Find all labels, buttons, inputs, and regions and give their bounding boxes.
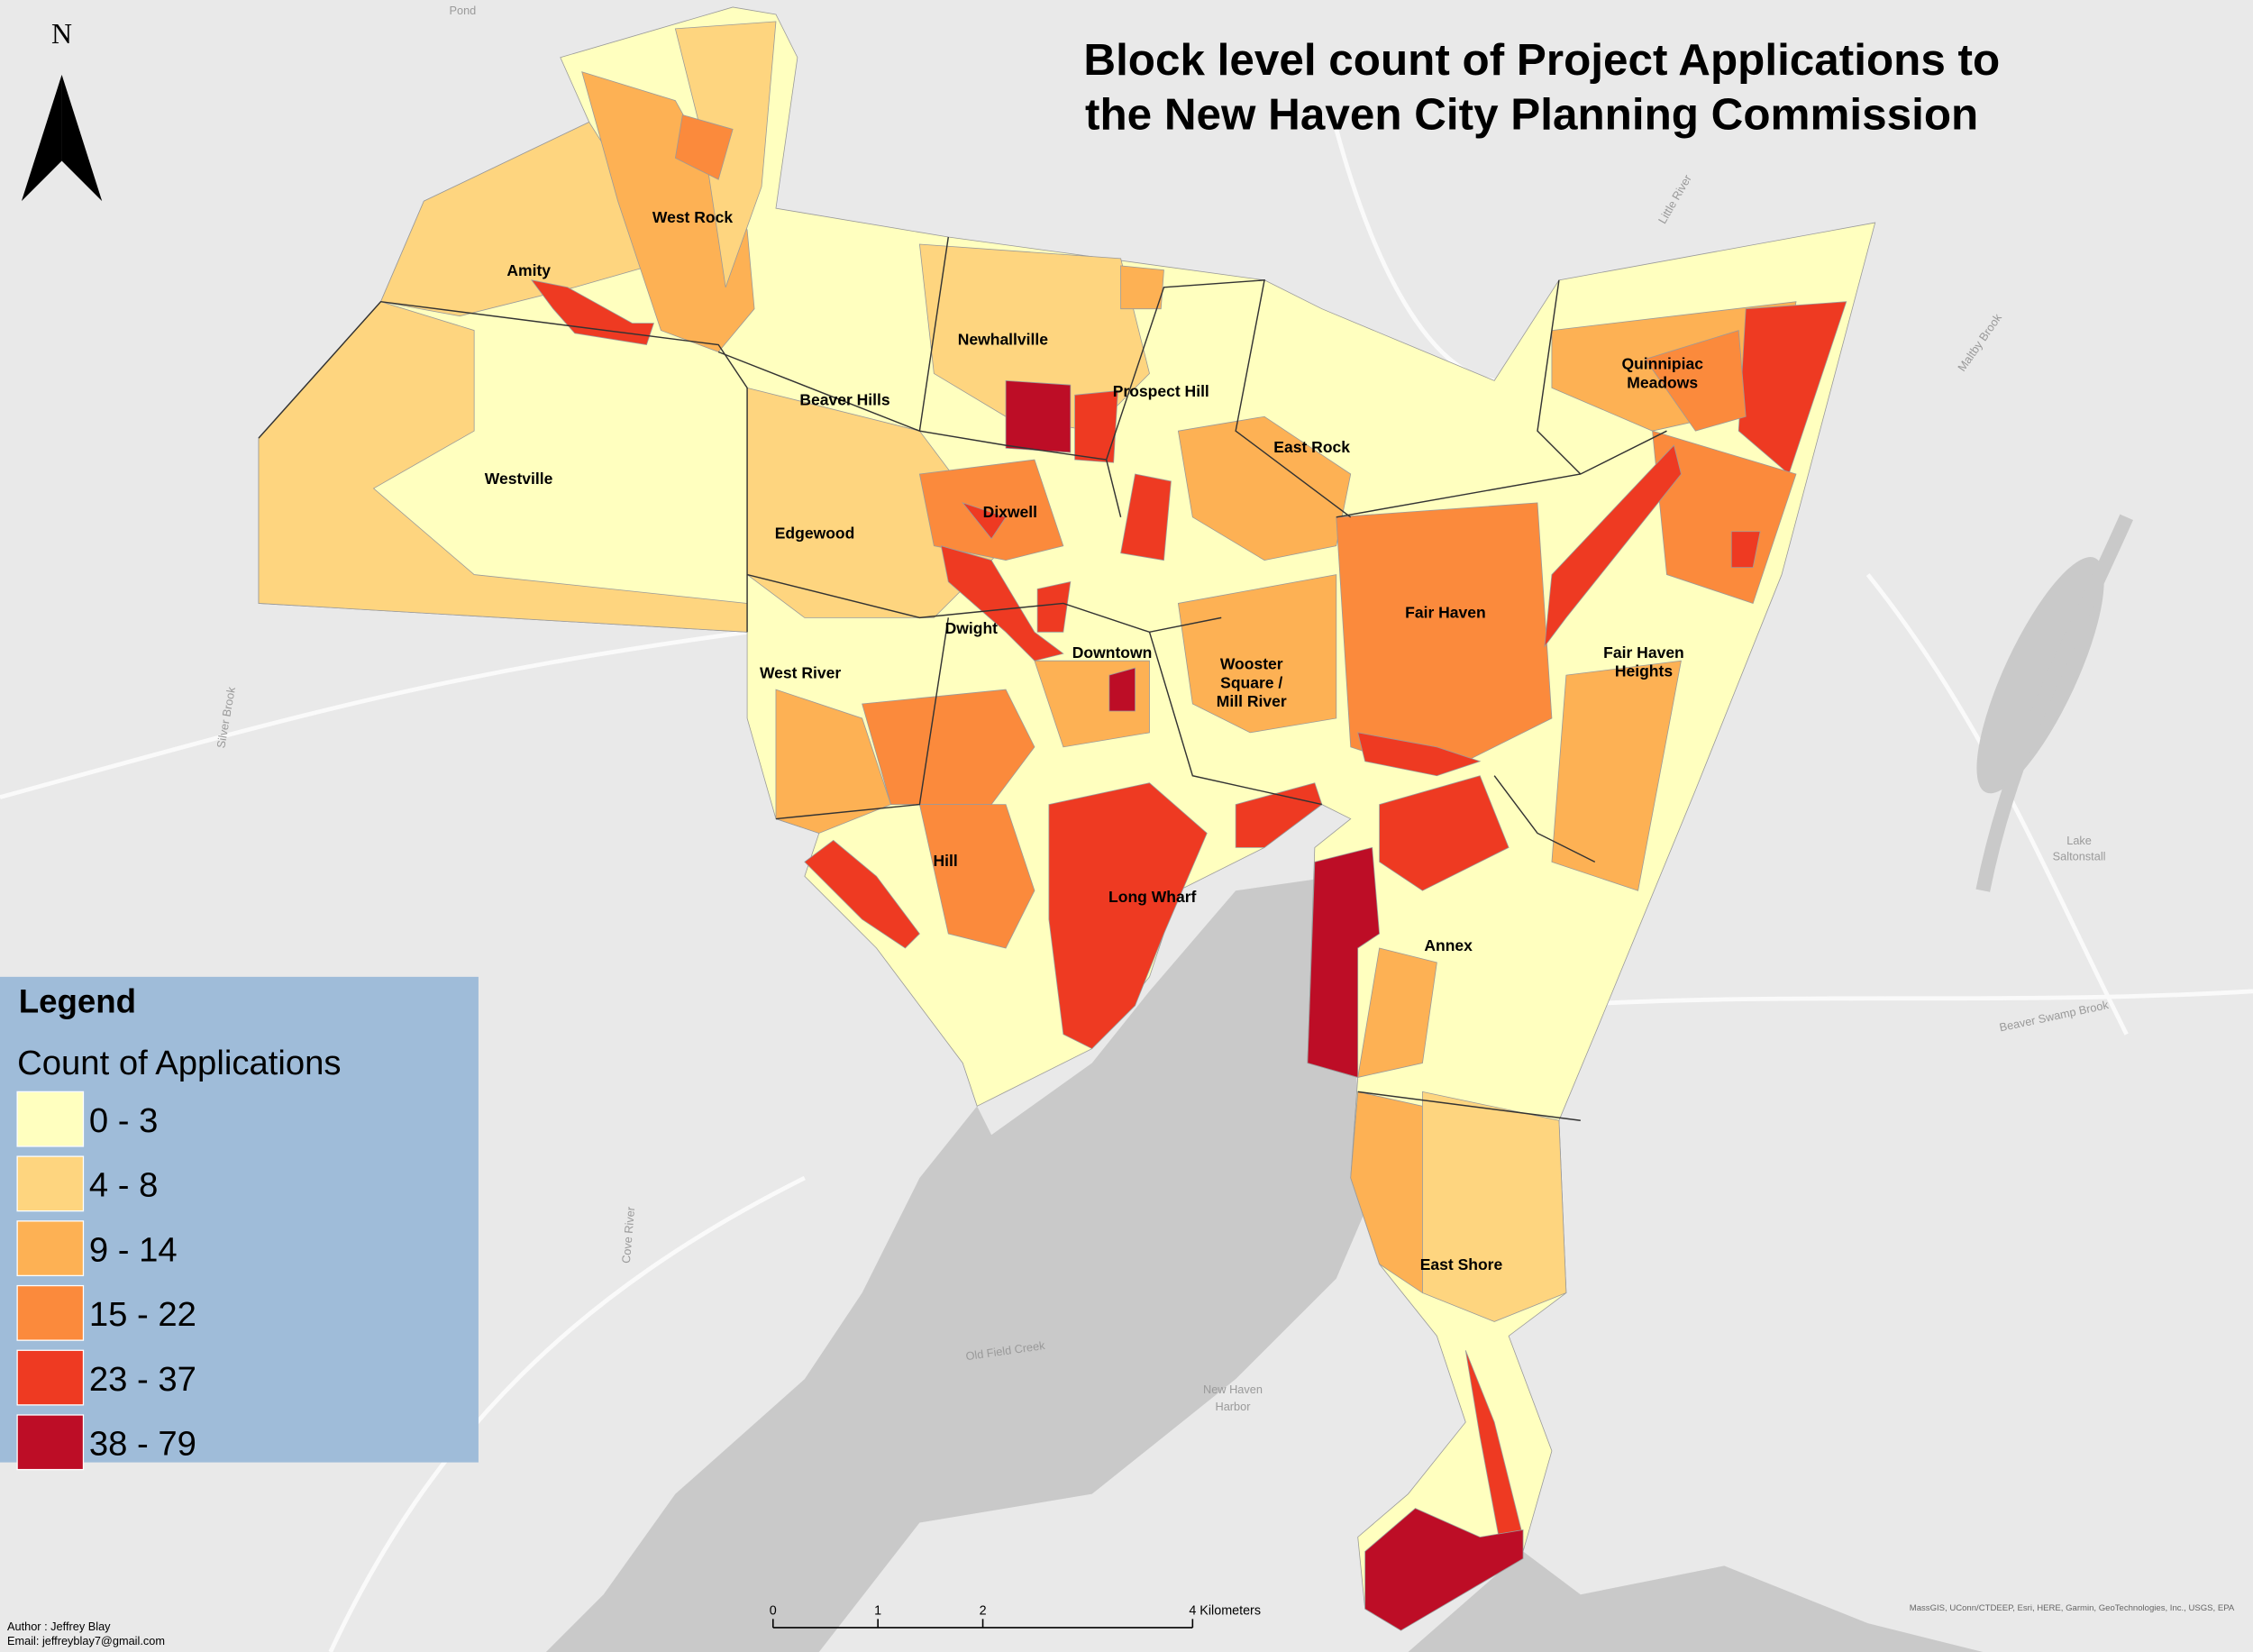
neighborhood-label: Newhallville [958, 331, 1049, 349]
basemap-roads [0, 128, 2253, 1652]
neighborhood-label: Amity [506, 261, 551, 279]
attribution: MassGIS, UConn/CTDEEP, Esri, HERE, Garmi… [1910, 1603, 2235, 1613]
neighborhood-label: Dixwell [983, 503, 1037, 521]
scale-tick-label: 0 [770, 1604, 777, 1619]
legend-swatch [16, 1414, 85, 1471]
scale-bar: 0 1 2 4 Kilometers [770, 1604, 1261, 1629]
sound-water [1408, 1551, 1984, 1652]
legend-label: 23 - 37 [89, 1360, 196, 1399]
neighborhood-label: Fair Haven Heights [1603, 643, 1684, 680]
river-water [1975, 514, 2133, 892]
lake-water [1976, 557, 2104, 794]
neighborhood-label: West River [760, 663, 841, 681]
water-label: New Haven Harbor [1203, 1383, 1263, 1413]
neighborhood-label: Dwight [945, 619, 999, 637]
email: Email: jeffreyblay7@gmail.com [7, 1634, 165, 1647]
neighborhood-label: Beaver Hills [799, 390, 890, 408]
city-blocks [258, 6, 1876, 1631]
neighborhood-label: Annex [1424, 936, 1473, 954]
legend-swatch [16, 1220, 85, 1277]
water-label: Cove River [619, 1206, 638, 1264]
north-label: N [51, 18, 72, 50]
legend-label: 15 - 22 [89, 1295, 196, 1334]
neighborhood-label: Downtown [1072, 643, 1153, 662]
legend-swatch [16, 1284, 85, 1341]
neighborhood-label: Westville [485, 470, 553, 488]
legend-heading: Legend [19, 983, 136, 1020]
legend-swatch [16, 1155, 85, 1212]
neighborhood-label: Edgewood [775, 525, 855, 543]
title-line: Block level count of Project Application… [1083, 35, 2000, 85]
legend-title: Count of Applications [17, 1044, 341, 1082]
legend-label: 0 - 3 [89, 1101, 159, 1140]
legend: Legend Count of Applications 0 - 3 4 - 8 9… [0, 976, 479, 1471]
author: Author : Jeffrey Blay [7, 1620, 111, 1633]
neighborhood-labels: West Rock Amity Newhallville Beaver Hill… [485, 208, 1703, 1273]
legend-label: 4 - 8 [89, 1166, 159, 1205]
scale-tick-label: 1 [874, 1604, 881, 1619]
legend-label: 38 - 79 [89, 1425, 196, 1464]
neighborhood-label: Hill [933, 852, 957, 870]
legend-label: 9 - 14 [89, 1230, 178, 1269]
water-label: Pond [449, 4, 476, 17]
legend-swatch [16, 1091, 85, 1147]
legend-swatch [16, 1349, 85, 1406]
neighborhood-label: Long Wharf [1108, 888, 1196, 906]
neighborhood-label: East Shore [1420, 1255, 1503, 1273]
neighborhood-label: Prospect Hill [1113, 382, 1209, 400]
neighborhood-boundaries [258, 236, 1667, 1121]
neighborhood-label: West Rock [652, 208, 734, 226]
neighborhood-label: Wooster Square / Mill River [1217, 655, 1287, 710]
neighborhood-label: Fair Haven [1405, 603, 1486, 621]
scale-tick-label: 4 [1189, 1604, 1196, 1619]
harbor-water [545, 876, 1380, 1652]
neighborhood-label: East Rock [1273, 438, 1350, 456]
title-line: the New Haven City Planning Commission [1085, 89, 1978, 139]
scale-unit: Kilometers [1199, 1604, 1261, 1619]
neighborhood-label: Quinnipiac Meadows [1621, 355, 1703, 392]
water-label: Lake Saltonstall [2053, 834, 2106, 863]
scale-tick-label: 2 [980, 1604, 987, 1619]
map-title: Block level count of Project Application… [1083, 35, 2000, 140]
